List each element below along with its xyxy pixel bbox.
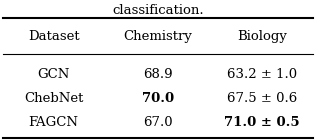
Text: Chemistry: Chemistry xyxy=(124,30,192,43)
Text: ChebNet: ChebNet xyxy=(24,92,83,105)
Text: FAGCN: FAGCN xyxy=(29,116,79,129)
Text: 70.0: 70.0 xyxy=(142,92,174,105)
Text: 67.5 ± 0.6: 67.5 ± 0.6 xyxy=(227,92,297,105)
Text: classification.: classification. xyxy=(112,4,204,17)
Text: GCN: GCN xyxy=(38,68,70,81)
Text: 71.0 ± 0.5: 71.0 ± 0.5 xyxy=(224,116,300,129)
Text: 63.2 ± 1.0: 63.2 ± 1.0 xyxy=(227,68,297,81)
Text: 67.0: 67.0 xyxy=(143,116,173,129)
Text: Biology: Biology xyxy=(237,30,287,43)
Text: 68.9: 68.9 xyxy=(143,68,173,81)
Text: Dataset: Dataset xyxy=(28,30,80,43)
